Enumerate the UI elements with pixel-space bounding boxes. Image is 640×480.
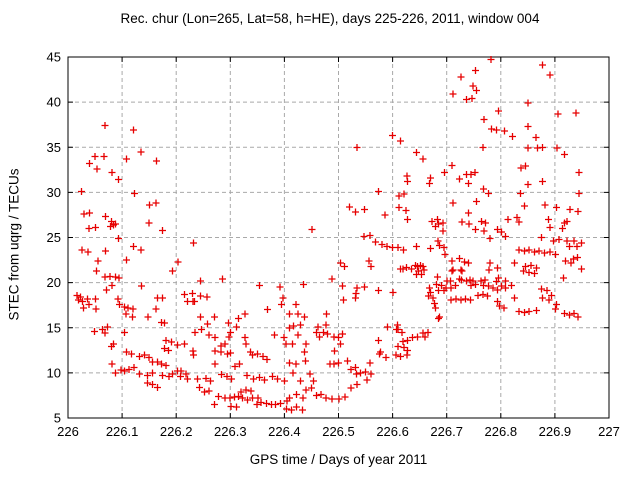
- y-tick-label: 20: [47, 275, 61, 290]
- y-tick-label: 30: [47, 185, 61, 200]
- x-tick-label: 226.3: [214, 424, 247, 439]
- x-tick-label: 226.4: [268, 424, 301, 439]
- y-tick-label: 15: [47, 320, 61, 335]
- x-tick-label: 226.8: [485, 424, 518, 439]
- y-axis-label: STEC from uqrg / TECUs: [6, 168, 22, 321]
- x-tick-label: 226.1: [106, 424, 139, 439]
- y-tick-label: 10: [47, 365, 61, 380]
- y-tick-label: 45: [47, 50, 61, 65]
- y-tick-label: 35: [47, 140, 61, 155]
- x-tick-label: 226: [57, 424, 79, 439]
- x-tick-label: 226.7: [430, 424, 463, 439]
- scatter-points: [73, 56, 585, 414]
- chart-title: Rec. chur (Lon=265, Lat=58, h=HE), days …: [120, 11, 540, 26]
- x-tick-label: 227: [598, 424, 620, 439]
- x-tick-label: 226.2: [160, 424, 193, 439]
- x-tick-label: 226.9: [539, 424, 572, 439]
- y-tick-label: 40: [47, 95, 61, 110]
- x-tick-label: 226.5: [322, 424, 355, 439]
- x-axis-label: GPS time / Days of year 2011: [249, 452, 428, 467]
- y-tick-label: 25: [47, 230, 61, 245]
- y-tick-label: 5: [54, 411, 61, 426]
- x-tick-label: 226.6: [376, 424, 409, 439]
